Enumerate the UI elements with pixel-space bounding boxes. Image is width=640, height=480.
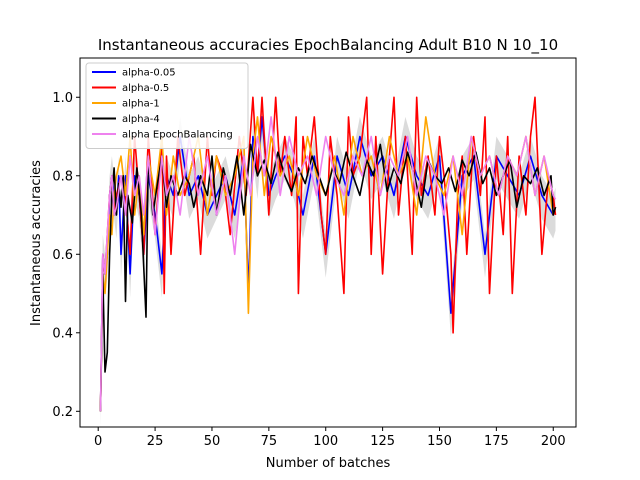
x-axis-label: Number of batches	[266, 456, 391, 471]
x-tick-label: 175	[484, 434, 509, 449]
x-tick-label: 200	[541, 434, 566, 449]
x-tick-label: 125	[370, 434, 395, 449]
x-tick-label: 0	[94, 434, 102, 449]
chart-title: Instantaneous accuracies EpochBalancing …	[98, 36, 558, 55]
axes: 0 25 50 75 100 125 150 175 200 0.2 0.4 0.6 0.8 1.0	[52, 57, 577, 449]
legend-label-1: alpha-0.05	[122, 68, 176, 79]
legend: alpha-0.05 alpha-0.5 alpha-1 alpha-4 alpha E…	[85, 62, 249, 149]
legend-label-4: alpha-4	[122, 114, 160, 125]
legend-label-2: alpha-0.5	[122, 83, 169, 94]
plot-area	[99, 96, 557, 428]
y-tick-label: 0.6	[52, 248, 73, 263]
y-tick-label: 0.2	[52, 405, 73, 420]
x-tick-label: 150	[427, 434, 452, 449]
legend-label-3: alpha-1	[122, 99, 160, 110]
legend-label-5: alpha EpochBalancing	[122, 130, 233, 141]
y-tick-label: 1.0	[52, 91, 73, 106]
y-axis-label: Instantaneous accuracies	[29, 160, 44, 326]
y-tick-label: 0.8	[52, 169, 73, 184]
x-tick-label: 50	[204, 434, 221, 449]
legend-box	[85, 62, 249, 149]
x-tick-label: 25	[147, 434, 164, 449]
x-tick-label: 75	[261, 434, 278, 449]
x-tick-label: 100	[313, 434, 338, 449]
series-line-2	[99, 96, 557, 412]
series-line-5	[99, 116, 557, 412]
y-tick-label: 0.4	[52, 326, 73, 341]
axes-frame	[79, 57, 577, 428]
